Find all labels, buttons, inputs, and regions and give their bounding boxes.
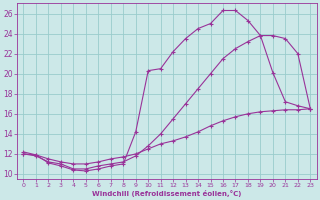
X-axis label: Windchill (Refroidissement éolien,°C): Windchill (Refroidissement éolien,°C)	[92, 190, 242, 197]
